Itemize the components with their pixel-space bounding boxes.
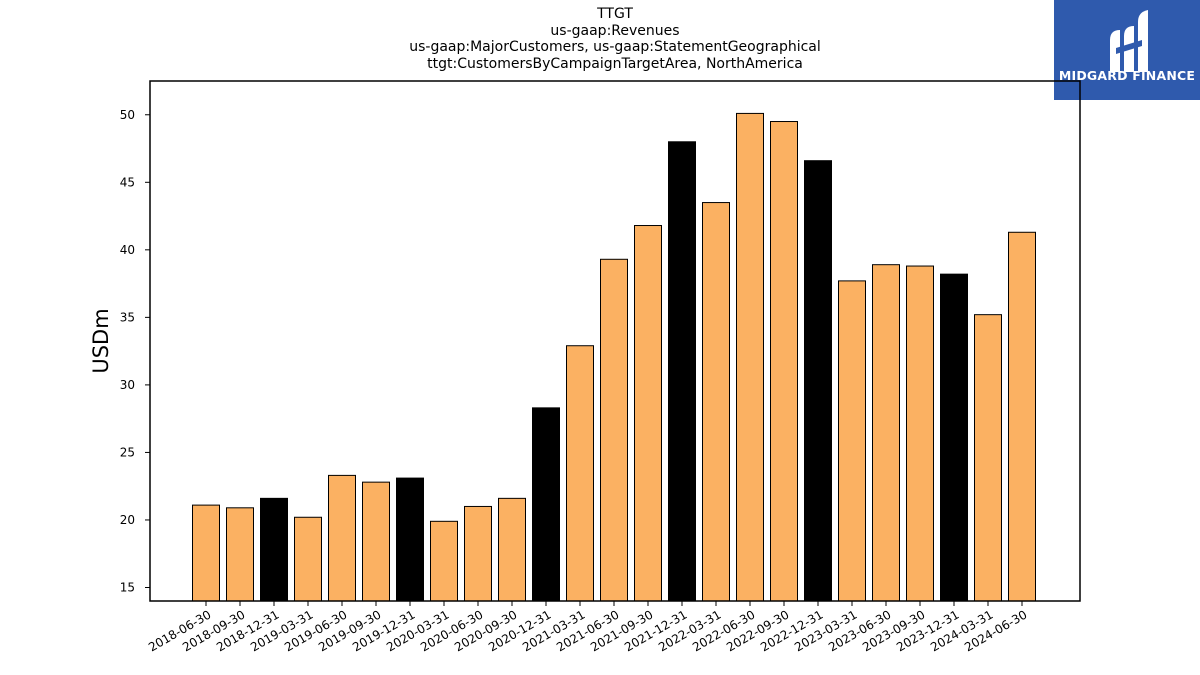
- bar-2018-06-30: [192, 504, 220, 602]
- plot-frame: [149, 80, 1081, 602]
- title-line-3: us-gaap:MajorCustomers, us-gaap:Statemen…: [409, 39, 821, 55]
- bar-2024-03-31: [974, 314, 1002, 602]
- y-tick-label: 50: [120, 108, 135, 122]
- title-line-1: TTGT: [597, 6, 633, 22]
- bar-2020-03-31: [430, 520, 458, 602]
- bar-2019-12-31: [396, 477, 424, 602]
- bar-2024-06-30: [1008, 231, 1036, 602]
- bar-2023-09-30: [906, 265, 934, 602]
- x-axis: 2018-06-302018-09-302018-12-312019-03-31…: [146, 601, 1030, 654]
- y-tick-label: 30: [120, 378, 135, 392]
- y-tick-label: 20: [120, 513, 135, 527]
- y-tick-label: 25: [120, 445, 135, 459]
- bar-2020-12-31: [532, 407, 560, 602]
- midgard-finance-logo: MIDGARD FINANCE: [1054, 0, 1200, 100]
- y-axis-label: USDm: [89, 308, 113, 373]
- bar-2021-03-31: [566, 345, 594, 602]
- bar-2021-12-31: [668, 141, 696, 602]
- bar-2022-09-30: [770, 121, 798, 602]
- bar-2019-06-30: [328, 474, 356, 602]
- bars-group: [192, 112, 1036, 602]
- bar-2021-09-30: [634, 225, 662, 602]
- bar-2020-06-30: [464, 505, 492, 602]
- y-tick-label: 15: [120, 580, 135, 594]
- bar-2021-06-30: [600, 258, 628, 602]
- y-axis: 15 20 25 30 35 40 45 50: [120, 108, 150, 594]
- midgard-logo-icon: [1110, 10, 1148, 72]
- y-tick-label: 40: [120, 243, 135, 257]
- bar-2022-06-30: [736, 112, 764, 602]
- bar-2022-12-31: [804, 160, 832, 602]
- title-line-2: us-gaap:Revenues: [550, 22, 680, 39]
- bar-2023-12-31: [940, 273, 968, 602]
- bar-2020-09-30: [498, 497, 526, 602]
- logo-text: MIDGARD FINANCE: [1058, 68, 1196, 83]
- bar-2019-09-30: [362, 481, 390, 602]
- title-line-4: ttgt:CustomersByCampaignTargetArea, Nort…: [427, 55, 803, 72]
- chart-title: TTGT us-gaap:Revenues us-gaap:MajorCusto…: [150, 6, 1080, 72]
- y-tick-label: 45: [120, 175, 135, 189]
- bar-2023-06-30: [872, 264, 900, 602]
- bar-2019-03-31: [294, 516, 322, 602]
- bar-2022-03-31: [702, 202, 730, 602]
- y-tick-label: 35: [120, 310, 135, 324]
- bar-2023-03-31: [838, 280, 866, 602]
- bar-2018-12-31: [260, 497, 288, 602]
- bar-2018-09-30: [226, 507, 254, 602]
